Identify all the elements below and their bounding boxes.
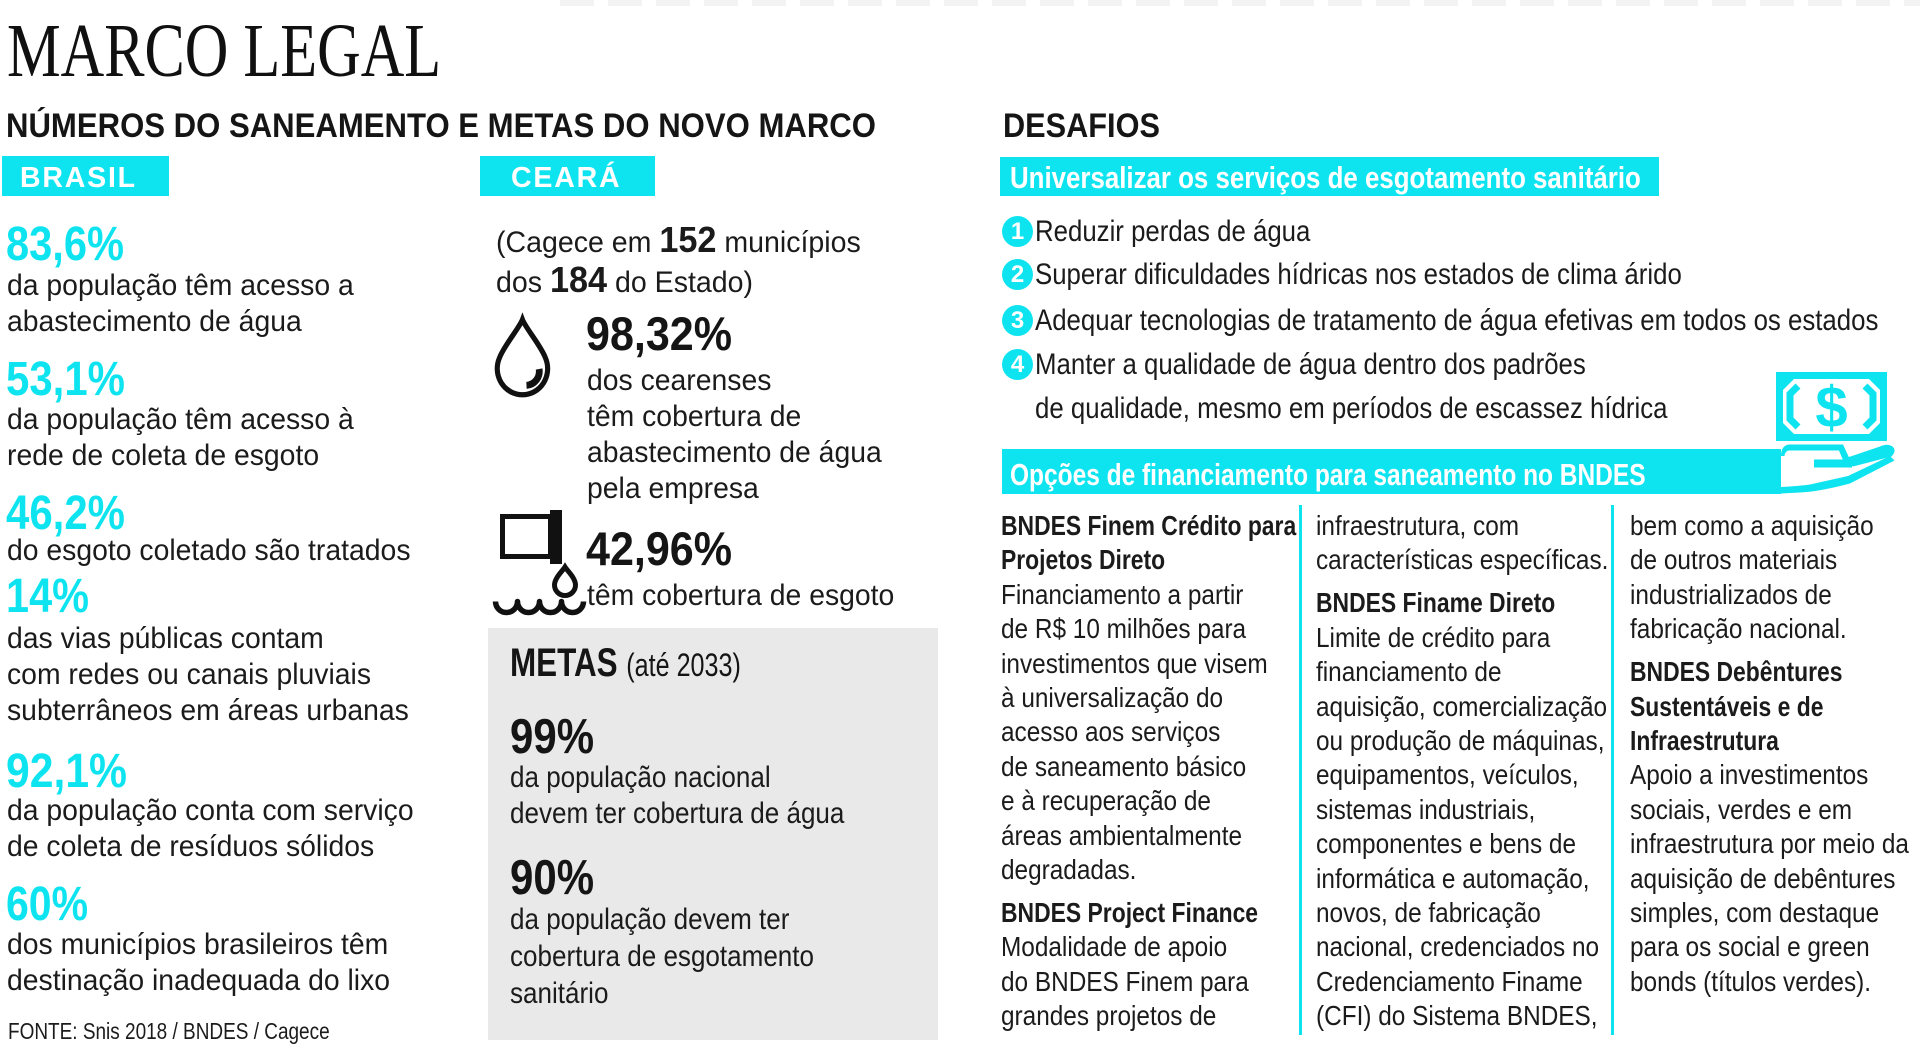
svg-text:$: $ xyxy=(1815,375,1847,440)
